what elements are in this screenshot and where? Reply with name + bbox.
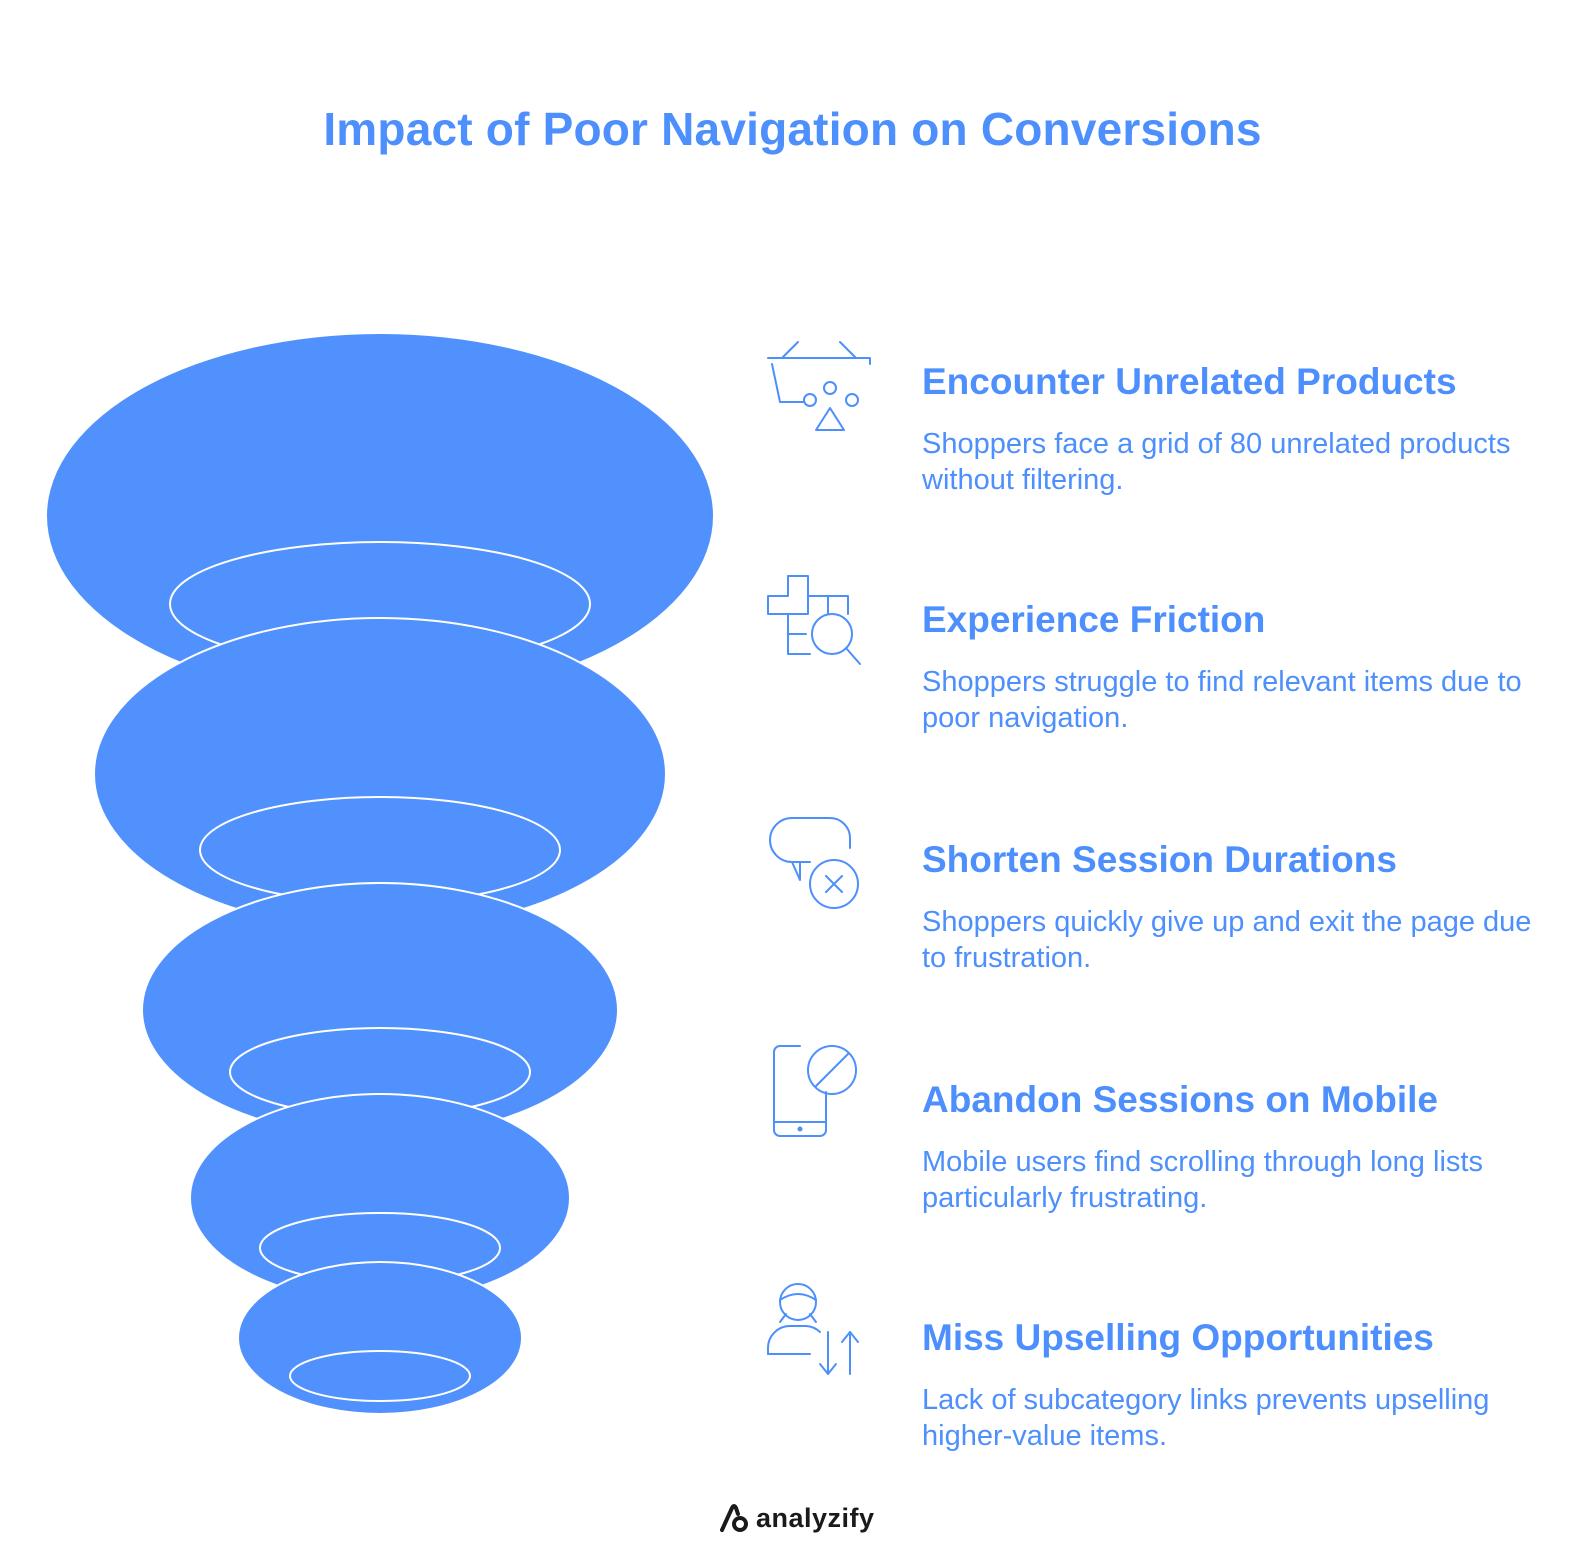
stage-1-title: Encounter Unrelated Products [922,361,1457,402]
shopping-basket-icon [764,338,874,448]
user-sort-icon [764,1278,874,1388]
analyzify-logo: analyzify [718,1498,875,1538]
mobile-blocked-icon [764,1044,874,1154]
stage-2-title: Experience Friction [922,599,1266,640]
stage-2-description: Shoppers struggle to find relevant items… [922,666,1522,734]
funnel-layer-5-overlay [237,1261,523,1415]
stage-5-title: Miss Upselling Opportunities [922,1317,1434,1358]
stage-4-description: Mobile users find scrolling through long… [922,1146,1483,1214]
logo-text: analyzify [756,1502,875,1533]
funnel-top-layer [47,334,713,1415]
stage-2: Experience Friction Shoppers struggle to… [767,575,1542,736]
analyzify-logo-mark-icon [718,1502,750,1534]
stage-5: Miss Upselling Opportunities Lack of sub… [767,1283,1542,1454]
stage-1-description: Shoppers face a grid of 80 unrelated pro… [922,428,1511,496]
stage-3-title: Shorten Session Durations [922,839,1397,880]
page-title: Impact of Poor Navigation on Conversions [323,103,1262,155]
stage-1: Encounter Unrelated Products Shoppers fa… [767,341,1542,498]
stage-4-title: Abandon Sessions on Mobile [922,1079,1438,1120]
stage-3-description: Shoppers quickly give up and exit the pa… [922,906,1532,974]
chat-close-icon [764,808,874,918]
stage-5-description: Lack of subcategory links prevents upsel… [922,1384,1490,1452]
stage-3: Shorten Session Durations Shoppers quick… [769,817,1542,976]
funnel-layer-3-overlay [141,882,619,1138]
grid-search-icon [764,572,874,682]
stage-4: Abandon Sessions on Mobile Mobile users … [773,1045,1542,1216]
